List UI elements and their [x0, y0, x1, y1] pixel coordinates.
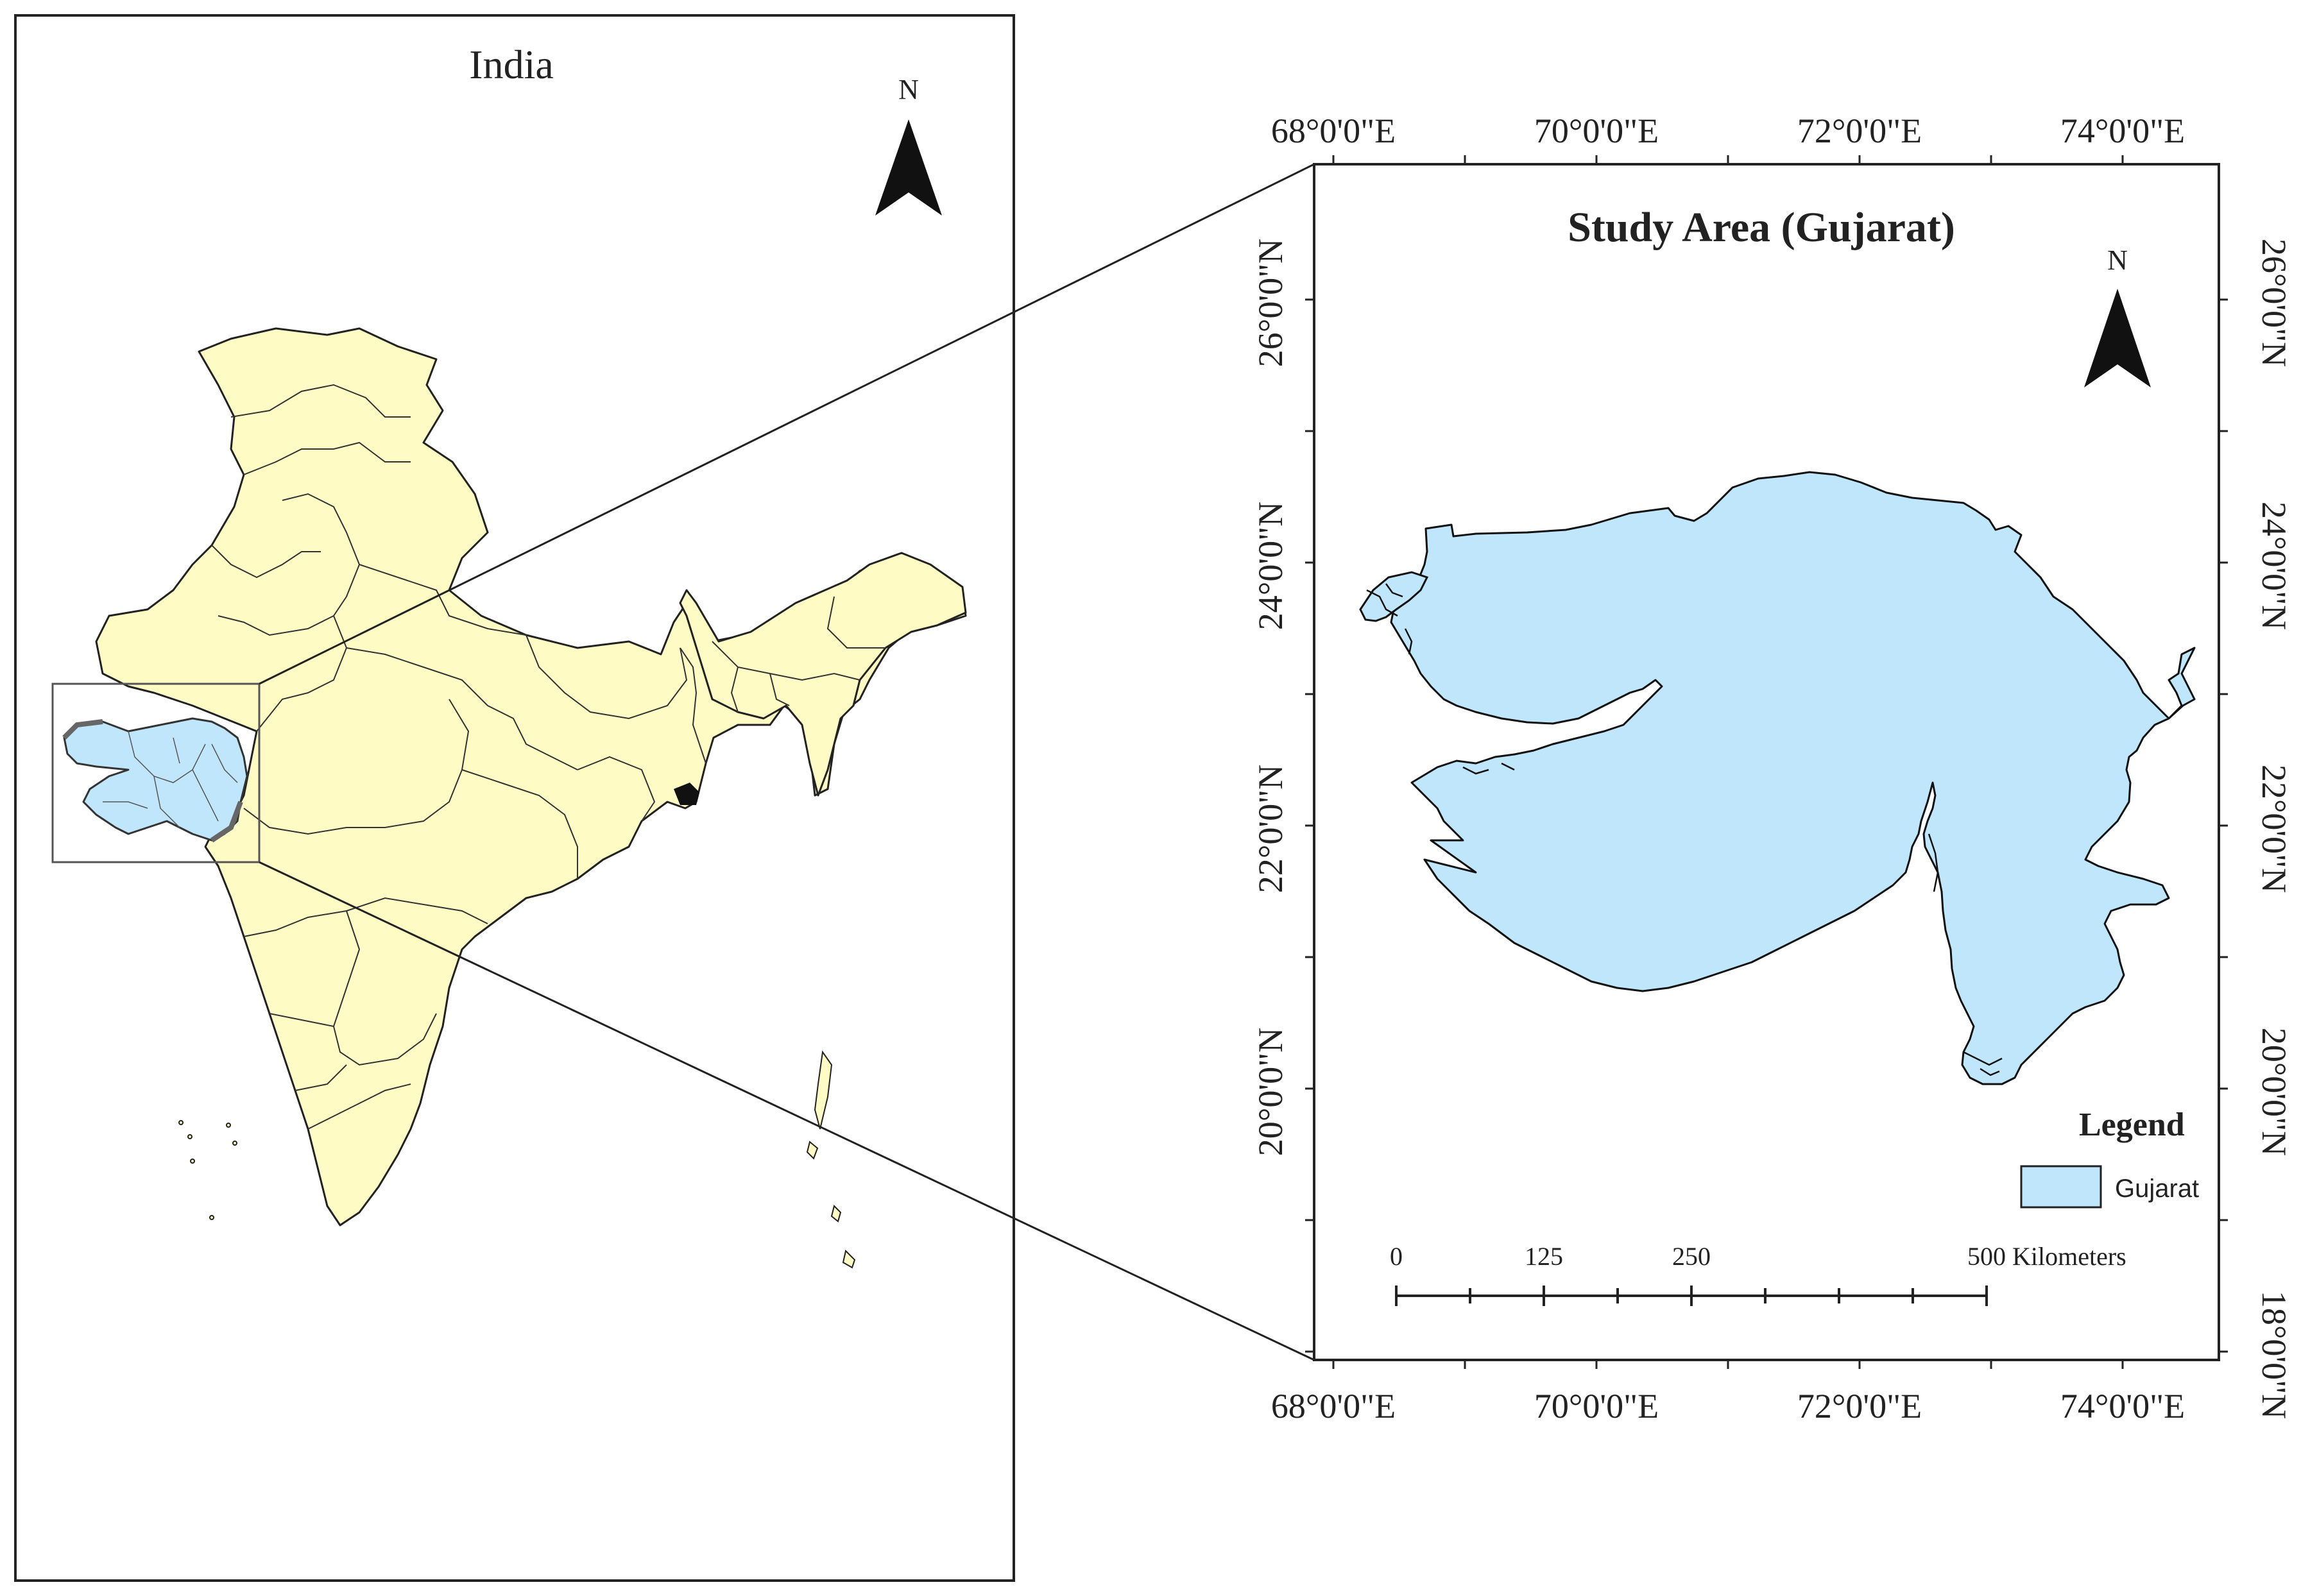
gujarat-district-lines [103, 731, 238, 828]
longitude-label-bottom: 70°0'0"E [1534, 1387, 1659, 1425]
latitude-label-right: 20°0'0"N [2255, 1028, 2293, 1156]
inset-highlight-box [51, 683, 261, 863]
kutch-coast-detail [1359, 571, 1429, 622]
longitude-label-bottom: 74°0'0"E [2060, 1387, 2185, 1425]
latitude-label-left: 24°0'0"N [1251, 502, 1290, 630]
scale-label-500: 500 Kilometers [1967, 1242, 2126, 1271]
north-arrow-icon [875, 119, 942, 216]
northeast-india [679, 552, 967, 797]
scale-label-250: 250 [1672, 1242, 1711, 1271]
legend-swatch-gujarat [2020, 1165, 2102, 1209]
latitude-label-left: 20°0'0"N [1251, 1028, 1290, 1156]
scale-bar: 0 125 250 500 Kilometers [1390, 1242, 2126, 1306]
gujarat-north-arrow: N [2084, 244, 2151, 387]
india-landmass [95, 327, 967, 1227]
scale-bar-ticks [1395, 1286, 1988, 1306]
connector-line-bottom [259, 861, 1315, 1361]
legend-title: Legend [2079, 1107, 2185, 1143]
latitude-label-left: 22°0'0"N [1251, 765, 1290, 893]
longitude-label-top: 70°0'0"E [1534, 112, 1659, 150]
study-area-title: Study Area (Gujarat) [1568, 204, 1955, 251]
island-groups [178, 1050, 856, 1269]
india-north-arrow: N [875, 74, 942, 216]
sundarbans-detail [674, 783, 699, 805]
india-state-boundaries [211, 384, 885, 1130]
india-north-label: N [898, 74, 919, 105]
scale-label-0: 0 [1390, 1242, 1403, 1271]
latitude-label-right: 26°0'0"N [2255, 239, 2293, 367]
graticule-ticks [1305, 155, 2228, 1369]
latitude-label-right: 22°0'0"N [2255, 765, 2293, 893]
longitude-label-top: 74°0'0"E [2060, 112, 2185, 150]
longitude-label-bottom: 72°0'0"E [1797, 1387, 1922, 1425]
gujarat-coastline-highlight [62, 719, 243, 843]
longitude-label-bottom: 68°0'0"E [1271, 1387, 1396, 1425]
india-map-title: India [469, 42, 554, 87]
latitude-label-right: 18°0'0"N [2255, 1291, 2293, 1419]
gujarat-map-panel: 68°0'0"E 70°0'0"E 72°0'0"E 74°0'0"E 68°0… [1251, 112, 2293, 1425]
gujarat-north-label: N [2107, 244, 2128, 276]
connector-line-top [259, 163, 1315, 685]
legend-label-gujarat: Gujarat [2115, 1175, 2199, 1203]
map-legend: Legend Gujarat [2020, 1107, 2199, 1209]
scale-label-125: 125 [1525, 1242, 1563, 1271]
coastline-fragments [1366, 583, 2003, 1076]
gujarat-in-india [63, 717, 248, 842]
latitude-label-right: 24°0'0"N [2255, 502, 2293, 630]
longitude-label-top: 72°0'0"E [1797, 112, 1922, 150]
latitude-label-left: 26°0'0"N [1251, 239, 1290, 367]
longitude-label-top: 68°0'0"E [1271, 112, 1396, 150]
north-arrow-icon [2084, 289, 2151, 387]
